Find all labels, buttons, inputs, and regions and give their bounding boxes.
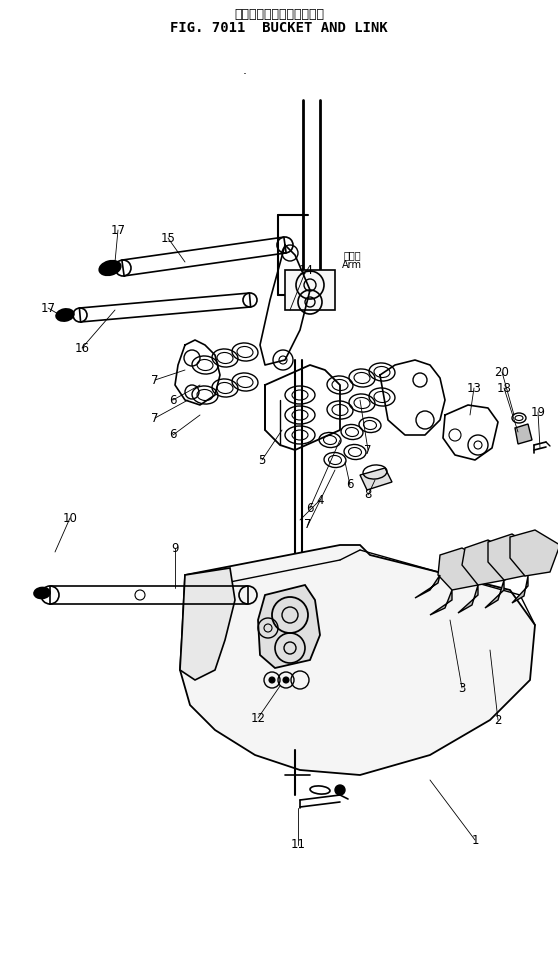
Polygon shape [512, 576, 528, 603]
Text: 6: 6 [306, 502, 314, 514]
Text: 17: 17 [41, 302, 55, 314]
Text: 2: 2 [494, 713, 502, 727]
Polygon shape [285, 270, 335, 310]
Text: 14: 14 [299, 263, 314, 277]
Text: 7: 7 [304, 519, 312, 531]
Text: FIG. 7011  BUCKET AND LINK: FIG. 7011 BUCKET AND LINK [170, 21, 388, 35]
Polygon shape [458, 585, 478, 613]
Text: 1: 1 [472, 833, 479, 847]
Ellipse shape [34, 587, 50, 599]
Text: 9: 9 [171, 541, 179, 554]
Text: 5: 5 [258, 454, 266, 466]
Text: 20: 20 [494, 365, 509, 379]
Text: 7: 7 [151, 411, 158, 425]
Ellipse shape [99, 260, 121, 276]
Text: 8: 8 [364, 488, 372, 502]
Polygon shape [258, 585, 320, 668]
Polygon shape [438, 548, 488, 590]
Text: 11: 11 [291, 839, 305, 851]
Text: 15: 15 [161, 232, 175, 244]
Text: 13: 13 [466, 382, 482, 395]
Text: Arm: Arm [342, 260, 362, 270]
Text: 18: 18 [497, 382, 512, 395]
Text: ·: · [243, 68, 247, 82]
Polygon shape [180, 545, 535, 775]
Polygon shape [485, 580, 504, 608]
Polygon shape [415, 575, 440, 598]
Text: 17: 17 [110, 224, 126, 236]
Polygon shape [488, 534, 538, 580]
Text: 10: 10 [62, 511, 78, 525]
Text: 7: 7 [364, 443, 372, 456]
Polygon shape [180, 568, 235, 680]
Text: 16: 16 [75, 341, 89, 355]
Text: 3: 3 [458, 681, 466, 695]
Polygon shape [515, 424, 532, 444]
Text: 12: 12 [251, 711, 266, 725]
Text: 6: 6 [169, 393, 177, 407]
Ellipse shape [56, 308, 74, 321]
Text: 6: 6 [169, 429, 177, 441]
Text: 19: 19 [531, 406, 546, 418]
Text: 4: 4 [316, 494, 324, 506]
Text: 7: 7 [151, 374, 158, 386]
Text: アーム: アーム [343, 250, 361, 260]
Text: バケット　および　リンク: バケット および リンク [234, 8, 324, 20]
Circle shape [283, 677, 289, 683]
Polygon shape [462, 540, 515, 585]
Circle shape [269, 677, 275, 683]
Circle shape [335, 785, 345, 795]
Polygon shape [430, 590, 452, 615]
Text: 6: 6 [347, 479, 354, 491]
Polygon shape [360, 468, 392, 490]
Polygon shape [510, 530, 558, 576]
